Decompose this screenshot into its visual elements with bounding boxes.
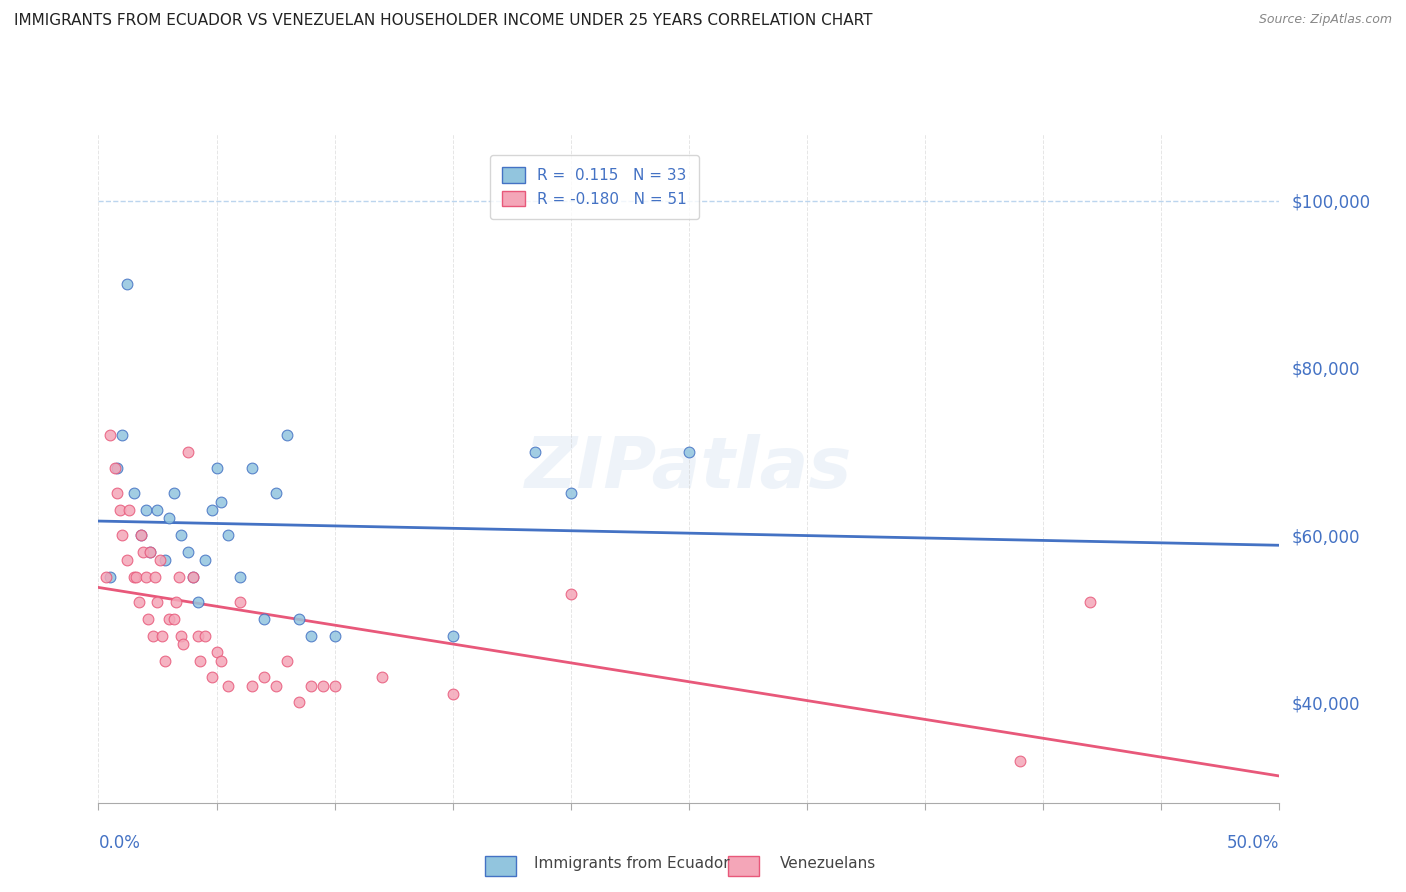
- Point: [170, 528, 193, 542]
- Point: [524, 444, 547, 458]
- Point: [108, 503, 131, 517]
- Point: [98, 428, 121, 442]
- Point: [129, 528, 152, 542]
- Point: [1008, 754, 1031, 768]
- Point: [136, 612, 159, 626]
- Point: [105, 461, 128, 475]
- Point: [229, 570, 252, 584]
- Point: [181, 570, 204, 584]
- Point: [187, 595, 209, 609]
- Point: [149, 553, 172, 567]
- Point: [157, 612, 180, 626]
- Point: [288, 612, 311, 626]
- Point: [276, 428, 298, 442]
- Point: [560, 587, 582, 601]
- Point: [1080, 595, 1102, 609]
- Point: [177, 545, 200, 559]
- Point: [187, 629, 209, 643]
- Point: [201, 503, 224, 517]
- Point: [163, 486, 186, 500]
- Point: [323, 629, 346, 643]
- Point: [678, 444, 700, 458]
- Point: [209, 494, 232, 508]
- Point: [441, 629, 464, 643]
- Point: [132, 545, 155, 559]
- Point: [165, 595, 187, 609]
- Point: [115, 553, 138, 567]
- Point: [441, 687, 464, 701]
- Point: [240, 679, 263, 693]
- Point: [194, 629, 217, 643]
- Point: [135, 570, 157, 584]
- Text: IMMIGRANTS FROM ECUADOR VS VENEZUELAN HOUSEHOLDER INCOME UNDER 25 YEARS CORRELAT: IMMIGRANTS FROM ECUADOR VS VENEZUELAN HO…: [14, 13, 873, 29]
- Point: [163, 612, 186, 626]
- Text: Venezuelans: Venezuelans: [780, 856, 876, 871]
- Point: [323, 679, 346, 693]
- Text: 50.0%: 50.0%: [1227, 834, 1279, 852]
- Point: [299, 629, 322, 643]
- Point: [104, 461, 127, 475]
- Point: [98, 570, 121, 584]
- Point: [276, 654, 298, 668]
- Point: [150, 629, 173, 643]
- Point: [153, 654, 176, 668]
- Point: [105, 486, 128, 500]
- Point: [188, 654, 211, 668]
- Point: [139, 545, 162, 559]
- Text: 0.0%: 0.0%: [98, 834, 141, 852]
- Point: [122, 486, 145, 500]
- Point: [217, 528, 239, 542]
- Legend: R =  0.115   N = 33, R = -0.180   N = 51: R = 0.115 N = 33, R = -0.180 N = 51: [489, 155, 699, 219]
- Point: [560, 486, 582, 500]
- Point: [122, 570, 145, 584]
- Point: [181, 570, 204, 584]
- Point: [240, 461, 263, 475]
- Point: [194, 553, 217, 567]
- Point: [118, 503, 141, 517]
- Point: [170, 629, 193, 643]
- Point: [125, 570, 148, 584]
- Point: [111, 428, 134, 442]
- Point: [153, 553, 176, 567]
- Point: [312, 679, 335, 693]
- Point: [143, 570, 166, 584]
- Point: [167, 570, 190, 584]
- Text: ZIPatlas: ZIPatlas: [526, 434, 852, 503]
- Point: [217, 679, 239, 693]
- Text: Source: ZipAtlas.com: Source: ZipAtlas.com: [1258, 13, 1392, 27]
- Point: [205, 461, 228, 475]
- Point: [201, 670, 224, 684]
- Point: [94, 570, 117, 584]
- Point: [128, 595, 150, 609]
- Point: [253, 612, 276, 626]
- Point: [264, 486, 287, 500]
- Point: [299, 679, 322, 693]
- Point: [229, 595, 252, 609]
- Point: [205, 645, 228, 659]
- Point: [288, 696, 311, 710]
- Point: [111, 528, 134, 542]
- Point: [146, 595, 169, 609]
- Point: [253, 670, 276, 684]
- Point: [146, 503, 169, 517]
- Point: [135, 503, 157, 517]
- Text: Immigrants from Ecuador: Immigrants from Ecuador: [534, 856, 730, 871]
- Point: [139, 545, 162, 559]
- Point: [115, 277, 138, 292]
- Point: [177, 444, 200, 458]
- Point: [371, 670, 394, 684]
- Point: [142, 629, 165, 643]
- Point: [172, 637, 194, 651]
- Point: [264, 679, 287, 693]
- Point: [209, 654, 232, 668]
- Point: [157, 511, 180, 525]
- Point: [129, 528, 152, 542]
